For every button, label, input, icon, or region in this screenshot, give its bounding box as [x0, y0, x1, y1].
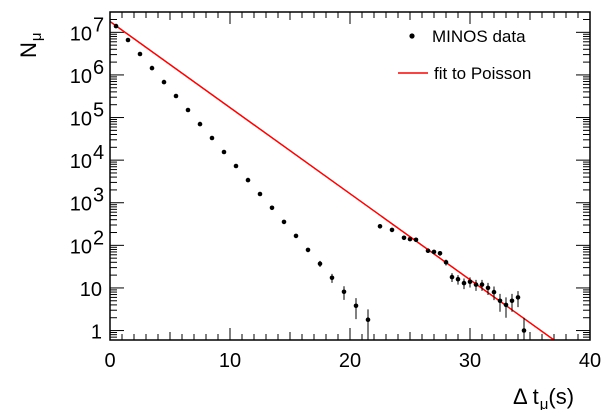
- y-tick-label: 10: [70, 236, 92, 258]
- data-point: [353, 303, 359, 309]
- x-tick-labels: 0 10 20 30 40: [104, 350, 601, 372]
- y-tick-label: 10: [70, 109, 92, 131]
- x-tick-label: 0: [104, 350, 115, 372]
- legend-label-data: MINOS data: [432, 27, 526, 46]
- x-axis-title-main: Δ t: [513, 384, 539, 409]
- data-point: [317, 261, 323, 267]
- data-point: [443, 260, 449, 265]
- data-point: [305, 247, 311, 253]
- data-point: [149, 65, 155, 71]
- y-axis-title: Nμ: [16, 32, 45, 58]
- x-axis-title-sub: μ: [540, 396, 549, 410]
- data-point: [281, 219, 287, 225]
- x-tick-label: 10: [219, 350, 241, 372]
- data-point: [437, 251, 443, 256]
- x-axis-title: Δ tμ(s): [513, 384, 574, 410]
- y-tick-label-exp: 7: [93, 14, 104, 36]
- data-point: [401, 235, 407, 241]
- ticks-layer: [109, 11, 591, 341]
- data-point: [473, 282, 479, 287]
- data-point: [455, 276, 461, 282]
- data-point: [209, 135, 215, 141]
- data-point: [269, 205, 275, 211]
- legend-label-fit: fit to Poisson: [434, 64, 531, 83]
- data-point: [161, 79, 167, 85]
- y-tick-label: 10: [70, 194, 92, 216]
- y-tick-label-exp: 5: [93, 100, 104, 122]
- y-axis-title-sub: μ: [28, 32, 45, 41]
- data-point: [329, 275, 335, 281]
- data-point: [125, 37, 131, 43]
- y-axis-title-main: N: [16, 42, 41, 58]
- y-tick-label: 10: [70, 66, 92, 88]
- data-point: [197, 121, 203, 127]
- y-tick-label-exp: 4: [93, 142, 104, 164]
- data-point: [173, 93, 179, 99]
- data-point: [413, 237, 419, 243]
- data-point: [461, 280, 467, 286]
- fit-layer: [109, 20, 555, 341]
- data-point: [293, 233, 299, 239]
- x-tick-label: 20: [339, 350, 361, 372]
- data-point: [449, 274, 455, 280]
- fit-line: [109, 20, 555, 341]
- data-point: [341, 289, 347, 295]
- data-point: [407, 236, 413, 242]
- y-tick-label: 10: [80, 279, 102, 301]
- points-layer: [113, 23, 527, 340]
- data-point: [221, 149, 227, 155]
- x-tick-label: 30: [459, 350, 481, 372]
- data-point: [365, 317, 371, 323]
- legend-marker-data: [409, 33, 415, 39]
- data-point: [377, 224, 383, 229]
- x-tick-label: 40: [579, 350, 601, 372]
- data-point: [479, 282, 485, 287]
- legend: MINOS data fit to Poisson: [398, 27, 531, 83]
- y-tick-label: 10: [70, 151, 92, 173]
- data-point: [389, 227, 395, 233]
- y-tick-label-exp: 3: [93, 185, 104, 207]
- data-point: [431, 249, 437, 255]
- data-point: [137, 51, 143, 57]
- y-tick-label: 1: [91, 322, 102, 344]
- data-point: [257, 191, 263, 197]
- y-tick-label-exp: 6: [93, 57, 104, 79]
- data-point: [491, 289, 497, 295]
- data-point: [521, 328, 527, 333]
- y-tick-label-exp: 2: [93, 227, 104, 249]
- data-point: [185, 107, 191, 113]
- data-point: [503, 302, 509, 308]
- data-point: [113, 23, 119, 29]
- data-point: [467, 279, 473, 285]
- plot-frame: [109, 11, 591, 341]
- data-point: [509, 298, 515, 304]
- data-point: [245, 177, 251, 183]
- data-point: [515, 295, 521, 300]
- data-point: [485, 285, 491, 291]
- data-point: [425, 248, 431, 253]
- y-tick-label: 10: [70, 23, 92, 45]
- data-point: [497, 298, 503, 304]
- x-axis-title-suffix: (s): [548, 384, 574, 409]
- data-point: [233, 163, 239, 169]
